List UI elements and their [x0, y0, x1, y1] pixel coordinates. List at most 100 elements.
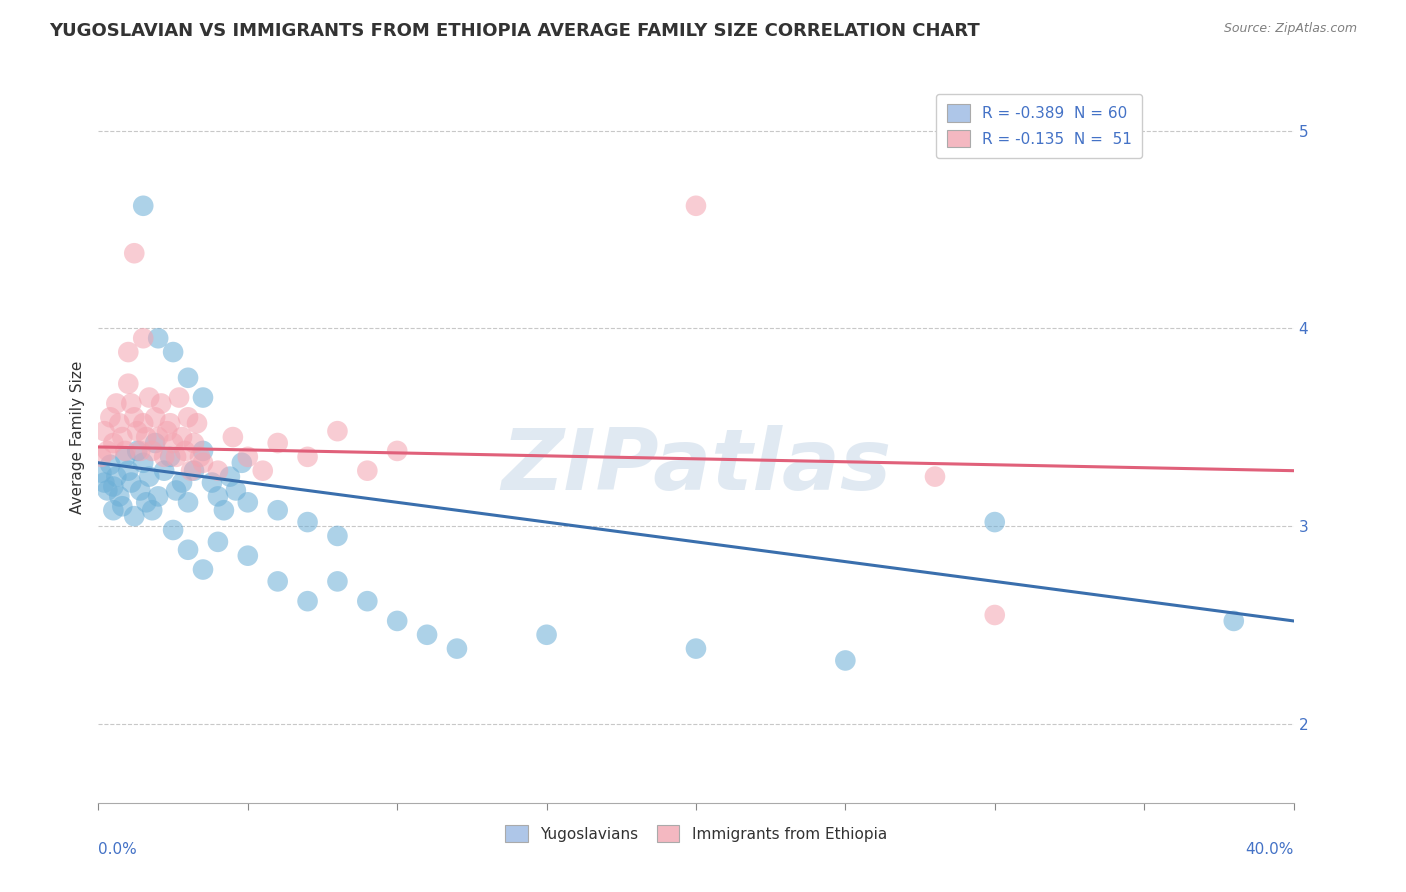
Point	[191, 391, 214, 405]
Point	[183, 436, 205, 450]
Point	[326, 574, 349, 589]
Point	[685, 641, 707, 656]
Point	[98, 410, 122, 425]
Point	[536, 628, 558, 642]
Point	[231, 456, 253, 470]
Text: YUGOSLAVIAN VS IMMIGRANTS FROM ETHIOPIA AVERAGE FAMILY SIZE CORRELATION CHART: YUGOSLAVIAN VS IMMIGRANTS FROM ETHIOPIA …	[49, 22, 980, 40]
Point	[236, 549, 259, 563]
Point	[356, 594, 378, 608]
Point	[191, 444, 214, 458]
Point	[103, 503, 125, 517]
Point	[148, 331, 170, 345]
Point	[98, 458, 122, 472]
Point	[156, 424, 179, 438]
Point	[124, 410, 146, 425]
Point	[267, 574, 290, 589]
Point	[103, 436, 125, 450]
Text: 0.0%: 0.0%	[98, 842, 138, 856]
Point	[183, 464, 205, 478]
Point	[207, 489, 229, 503]
Point	[326, 529, 349, 543]
Point	[132, 199, 155, 213]
Point	[117, 376, 139, 391]
Point	[111, 500, 134, 514]
Point	[385, 614, 409, 628]
Text: 40.0%: 40.0%	[1246, 842, 1294, 856]
Point	[685, 199, 707, 213]
Point	[132, 456, 155, 470]
Point	[207, 534, 229, 549]
Point	[162, 523, 184, 537]
Point	[159, 450, 181, 464]
Point	[150, 396, 173, 410]
Point	[90, 450, 112, 464]
Point	[191, 562, 214, 576]
Point	[446, 641, 468, 656]
Point	[117, 345, 139, 359]
Point	[132, 331, 155, 345]
Point	[127, 444, 149, 458]
Point	[120, 475, 142, 490]
Point	[114, 450, 136, 464]
Point	[834, 653, 856, 667]
Point	[124, 246, 146, 260]
Point	[236, 450, 259, 464]
Point	[162, 436, 184, 450]
Point	[924, 469, 946, 483]
Point	[219, 469, 242, 483]
Point	[138, 391, 160, 405]
Point	[117, 464, 139, 478]
Point	[129, 483, 152, 498]
Point	[201, 475, 224, 490]
Point	[105, 396, 128, 410]
Point	[141, 444, 163, 458]
Point	[188, 450, 211, 464]
Point	[252, 464, 274, 478]
Point	[191, 456, 214, 470]
Point	[212, 503, 235, 517]
Point	[177, 542, 200, 557]
Y-axis label: Average Family Size: Average Family Size	[69, 360, 84, 514]
Point	[148, 489, 170, 503]
Point	[129, 444, 152, 458]
Point	[385, 444, 409, 458]
Point	[96, 444, 118, 458]
Point	[180, 464, 202, 478]
Point	[207, 464, 229, 478]
Point	[108, 416, 131, 430]
Point	[174, 444, 197, 458]
Point	[90, 466, 112, 480]
Legend: Yugoslavians, Immigrants from Ethiopia: Yugoslavians, Immigrants from Ethiopia	[498, 817, 894, 850]
Point	[143, 436, 166, 450]
Point	[177, 410, 200, 425]
Point	[159, 416, 181, 430]
Point	[177, 371, 200, 385]
Point	[108, 489, 131, 503]
Point	[172, 430, 194, 444]
Text: ZIPatlas: ZIPatlas	[501, 425, 891, 508]
Point	[165, 483, 187, 498]
Point	[297, 450, 319, 464]
Point	[141, 503, 163, 517]
Point	[236, 495, 259, 509]
Point	[225, 483, 247, 498]
Point	[138, 469, 160, 483]
Point	[984, 607, 1007, 622]
Point	[111, 430, 134, 444]
Point	[135, 430, 157, 444]
Point	[132, 416, 155, 430]
Point	[267, 436, 290, 450]
Point	[148, 430, 170, 444]
Point	[143, 410, 166, 425]
Point	[167, 391, 190, 405]
Point	[96, 483, 118, 498]
Point	[93, 424, 115, 438]
Point	[103, 479, 125, 493]
Point	[124, 509, 146, 524]
Point	[135, 495, 157, 509]
Point	[177, 495, 200, 509]
Point	[984, 515, 1007, 529]
Point	[120, 396, 142, 410]
Point	[153, 464, 176, 478]
Point	[165, 450, 187, 464]
